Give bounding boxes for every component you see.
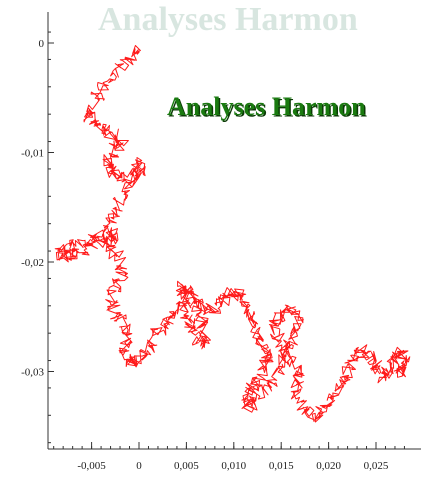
x-tick-label: 0,010 [221, 460, 246, 472]
y-tick-label: -0,03 [21, 367, 44, 379]
y-tick-label: -0,01 [21, 148, 44, 160]
x-tick-label: 0,025 [364, 460, 389, 472]
x-tick-label: 0,015 [269, 460, 294, 472]
x-tick-label: 0 [136, 460, 142, 472]
x-tick-label: 0,020 [316, 460, 341, 472]
watermark-shadow: Analyses Harmon [169, 94, 368, 123]
x-tick-label: 0,005 [174, 460, 199, 472]
y-tick-label: -0,02 [21, 257, 44, 269]
watermark-main: Analyses Harmon [167, 92, 366, 121]
series-line-0 [54, 45, 411, 423]
plot-area: 0 -0,01 -0,02 -0,03 -0,005 0 0,005 0,010 0,015 0,… [21, 12, 421, 472]
watermark-ghost: Analyses Harmon [98, 1, 358, 38]
x-tick-label: -0,005 [77, 460, 106, 472]
y-tick-label: 0 [39, 38, 45, 50]
